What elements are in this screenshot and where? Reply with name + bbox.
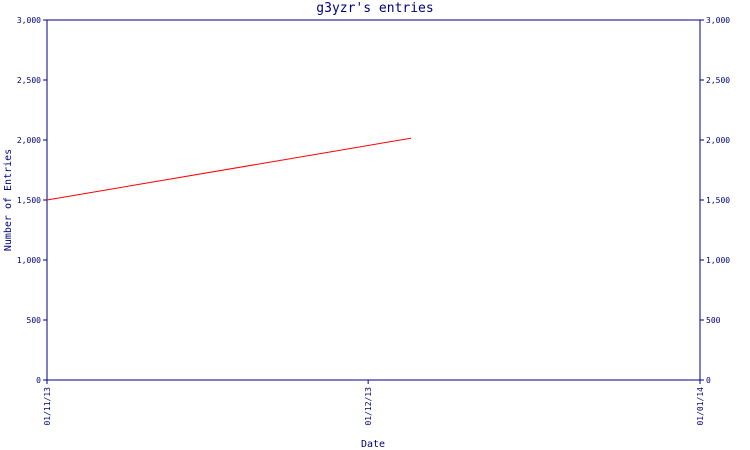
x-axis-label: Date [361, 439, 385, 450]
x-tick-label: 01/12/13 [364, 387, 373, 426]
chart-title: g3yzr's entries [316, 1, 434, 16]
plot-frame [46, 19, 701, 381]
y-tick-label: 500 [27, 316, 42, 325]
y-tick-label: 1,000 [17, 256, 41, 265]
y-tick-label: 1,500 [17, 196, 41, 205]
y-right-tick-label: 2,500 [706, 76, 730, 85]
y-tick-label: 2,500 [17, 76, 41, 85]
y-right-tick-label: 500 [706, 316, 721, 325]
y-right-tick-label: 0 [706, 376, 711, 385]
series-group [46, 137, 412, 201]
y-axis-left: 0 500 1,000 1,500 2,000 2,500 3,000 [17, 16, 47, 385]
y-axis-label: Number of Entries [3, 149, 14, 251]
y-right-tick-label: 2,000 [706, 136, 730, 145]
y-tick-label: 2,000 [17, 136, 41, 145]
x-tick-label: 01/01/14 [696, 387, 705, 426]
y-tick-label: 3,000 [17, 16, 41, 25]
y-right-tick-label: 3,000 [706, 16, 730, 25]
series-line [46, 137, 412, 201]
x-axis: 01/11/13 01/12/13 01/01/14 [43, 380, 705, 426]
y-tick-label: 0 [36, 376, 41, 385]
x-tick-label: 01/11/13 [43, 387, 52, 426]
y-axis-right: 0 500 1,000 1,500 2,000 2,500 3,000 [700, 16, 730, 385]
y-right-tick-label: 1,000 [706, 256, 730, 265]
y-right-tick-label: 1,500 [706, 196, 730, 205]
